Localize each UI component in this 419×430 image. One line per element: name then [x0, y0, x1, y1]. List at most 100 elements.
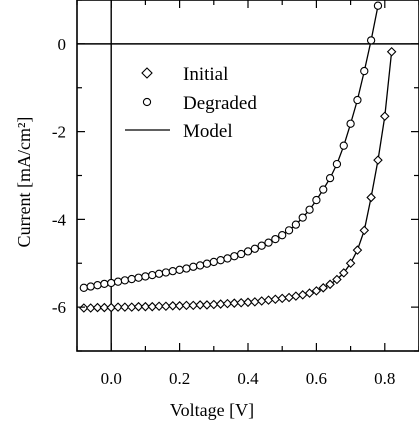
point-degraded — [312, 195, 321, 205]
point-initial — [140, 301, 151, 312]
point-degraded — [195, 261, 205, 270]
model-curves — [83, 5, 393, 309]
point-degraded — [278, 231, 287, 240]
point-initial — [215, 299, 226, 309]
y-tick-label: -6 — [52, 298, 66, 317]
point-initial — [345, 258, 356, 269]
point-initial — [263, 295, 274, 305]
point-initial — [318, 283, 329, 293]
point-degraded — [175, 265, 184, 274]
point-degraded — [168, 266, 177, 276]
point-degraded — [264, 238, 273, 247]
point-initial — [277, 293, 287, 304]
point-degraded — [250, 244, 259, 253]
point-degraded — [284, 226, 294, 235]
point-degraded — [216, 256, 225, 265]
point-degraded — [134, 273, 143, 282]
point-initial — [373, 155, 383, 165]
point-initial — [167, 301, 178, 311]
point-initial — [181, 300, 192, 311]
point-degraded — [148, 270, 157, 280]
point-degraded — [113, 277, 123, 286]
point-initial — [332, 274, 342, 285]
y-tick-label: -2 — [52, 123, 66, 142]
point-initial — [188, 300, 199, 311]
point-degraded — [243, 247, 253, 256]
x-tick-label: 0.0 — [101, 369, 122, 388]
point-degraded — [325, 173, 335, 183]
point-initial — [209, 299, 219, 310]
y-axis-label: Current [mA/cm²] — [14, 117, 34, 248]
data-points — [79, 1, 397, 313]
point-degraded — [127, 274, 136, 284]
point-initial — [297, 290, 308, 300]
point-initial — [229, 298, 240, 308]
point-initial — [386, 46, 397, 57]
point-degraded — [86, 282, 95, 291]
point-degraded — [120, 276, 130, 285]
point-initial — [325, 279, 335, 290]
point-initial — [113, 302, 123, 312]
point-initial — [195, 300, 205, 310]
legend-label-model: Model — [183, 121, 233, 142]
point-initial — [311, 286, 322, 296]
point-initial — [147, 301, 158, 312]
point-degraded — [305, 205, 314, 214]
point-degraded — [339, 141, 348, 150]
point-initial — [380, 111, 390, 122]
point-initial — [270, 294, 281, 305]
reference-lines — [77, 0, 419, 351]
point-initial — [106, 302, 116, 313]
legend-marker-degraded — [142, 97, 152, 107]
point-initial — [366, 192, 376, 203]
legend-label-initial: Initial — [183, 64, 228, 85]
point-degraded — [223, 254, 232, 263]
point-initial — [174, 301, 185, 311]
point-initial — [359, 225, 370, 236]
point-initial — [284, 292, 294, 303]
point-initial — [154, 301, 164, 312]
point-initial — [120, 302, 130, 312]
point-degraded — [189, 262, 198, 271]
point-initial — [99, 302, 110, 313]
point-initial — [85, 303, 96, 313]
legend: Initial Degraded Model — [125, 64, 257, 142]
point-initial — [291, 291, 301, 301]
point-initial — [222, 298, 233, 309]
point-initial — [161, 301, 171, 312]
point-degraded — [291, 220, 301, 229]
point-degraded — [202, 259, 212, 268]
point-initial — [202, 300, 212, 310]
point-degraded — [237, 249, 246, 259]
legend-label-degraded: Degraded — [183, 93, 257, 114]
y-axis-ticks: 0 -2 -4 -6 — [52, 0, 419, 352]
point-degraded — [366, 36, 376, 45]
point-degraded — [161, 268, 171, 277]
x-tick-label: 0.4 — [237, 369, 259, 388]
point-degraded — [346, 119, 355, 128]
x-axis-label: Voltage [V] — [170, 400, 254, 420]
point-initial — [304, 288, 315, 298]
x-axis-ticks: 0.0 0.2 0.4 0.6 0.8 — [76, 0, 419, 388]
point-initial — [243, 297, 253, 308]
legend-marker-initial — [141, 67, 153, 79]
point-degraded — [360, 66, 369, 76]
point-degraded — [154, 269, 164, 278]
point-initial — [250, 297, 260, 307]
point-degraded — [257, 241, 266, 250]
point-degraded — [319, 185, 328, 194]
point-initial — [236, 297, 246, 308]
point-initial — [133, 301, 144, 312]
point-initial — [92, 302, 103, 313]
x-tick-label: 0.6 — [306, 369, 327, 388]
point-initial — [126, 302, 137, 312]
model-curve-initial — [83, 51, 393, 309]
point-degraded — [271, 234, 280, 244]
point-degraded — [79, 283, 88, 292]
y-tick-label: 0 — [58, 35, 67, 54]
point-initial — [256, 296, 267, 306]
point-degraded — [107, 278, 116, 288]
point-degraded — [182, 264, 191, 273]
x-tick-label: 0.2 — [169, 369, 190, 388]
